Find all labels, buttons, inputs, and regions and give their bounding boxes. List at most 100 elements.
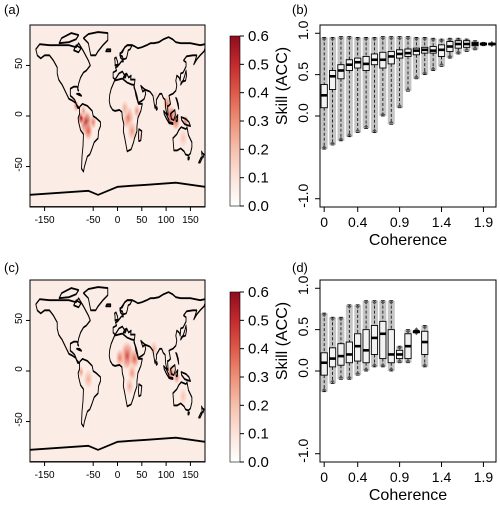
outlier-marker [321, 387, 327, 391]
skill-hotspot [170, 110, 182, 132]
x-axis-label: Coherence [369, 232, 447, 249]
x-tick-label: -50 [86, 470, 101, 481]
outlier-marker [413, 327, 419, 331]
colorbar-tick-label: 0.2 [248, 141, 269, 158]
outlier-marker [355, 371, 361, 375]
outlier-marker [371, 128, 377, 132]
boxplot-b [320, 36, 496, 150]
x-tick-label: -150 [35, 470, 55, 481]
outlier-marker [363, 38, 369, 42]
y-tick-label: 1.0 [295, 20, 311, 40]
skill-hotspot [132, 102, 142, 120]
outlier-marker [422, 38, 428, 42]
outlier-marker [330, 140, 336, 144]
panel-label-d: (d) [292, 260, 308, 275]
x-axis-label: Coherence [369, 487, 447, 504]
outlier-marker [338, 136, 344, 140]
colorbar-tick-label: 0.4 [248, 85, 269, 102]
outlier-marker [430, 66, 436, 70]
x-tick-label: 0 [115, 215, 121, 226]
outlier-marker [380, 112, 386, 115]
outlier-marker [330, 379, 336, 383]
skill-hotspot [79, 103, 87, 119]
box [387, 329, 395, 364]
outlier-marker [371, 38, 377, 42]
outlier-marker [380, 301, 386, 305]
y-tick-label: 1.0 [295, 275, 311, 295]
skill-hotspot [126, 119, 138, 144]
skill-hotspot [120, 98, 130, 118]
outlier-marker [346, 132, 352, 136]
outlier-marker [355, 128, 361, 132]
box [328, 70, 337, 90]
y-tick-label: 0 [14, 111, 25, 117]
colorbar-tick-label: 0.3 [248, 369, 269, 386]
outlier-marker [447, 54, 453, 58]
box [370, 325, 379, 355]
y-tick-label: 0.5 [295, 62, 311, 82]
whisker-band [412, 37, 420, 79]
outlier-marker [338, 318, 344, 322]
whisker-band [337, 36, 345, 141]
y-tick-label: 0.0 [295, 103, 311, 123]
y-tick-label: 0.0 [295, 358, 311, 378]
outlier-marker [388, 367, 394, 370]
skill-hotspot [114, 346, 126, 369]
outlier-marker [397, 37, 403, 41]
outlier-marker [363, 124, 369, 128]
x-tick-label: 150 [182, 215, 199, 226]
outlier-marker [439, 40, 445, 44]
outlier-marker [338, 375, 344, 379]
x-tick-label: 0.9 [390, 469, 410, 485]
y-tick-label: -50 [14, 412, 25, 427]
y-axis-label: Skill (ACC) [274, 302, 291, 380]
colorbar-tick-label: 0.0 [248, 198, 269, 215]
y-tick-label: 0.5 [295, 317, 311, 337]
y-tick-label: 0 [14, 366, 25, 372]
colorbar-tick-label: 0.5 [248, 56, 269, 73]
skill-hotspot [149, 339, 159, 359]
colorbar-tick-label: 0.0 [248, 454, 269, 471]
outlier-marker [447, 39, 453, 43]
skill-hotspot [82, 366, 95, 392]
outlier-marker [405, 37, 411, 41]
x-tick-label: 0 [115, 470, 121, 481]
outlier-marker [472, 45, 478, 49]
x-tick-label: -50 [86, 215, 101, 226]
x-tick-label: 1.9 [474, 469, 494, 485]
outlier-marker [455, 49, 461, 53]
outlier-marker [321, 38, 327, 42]
outlier-marker [346, 37, 352, 41]
outlier-marker [430, 39, 436, 43]
outlier-marker [464, 47, 470, 51]
colorbar-a [229, 35, 241, 207]
outlier-marker [363, 367, 369, 370]
outlier-marker [397, 103, 403, 107]
x-tick-label: -150 [35, 215, 55, 226]
x-tick-label: 100 [158, 470, 175, 481]
map-c [30, 280, 205, 462]
outlier-marker [405, 87, 411, 91]
colorbar-tick-label: 0.4 [248, 341, 269, 358]
skill-hotspot [177, 385, 189, 408]
y-tick-label: -1.0 [295, 183, 311, 207]
x-tick-label: 0.9 [390, 214, 410, 230]
colorbar-tick-label: 0.5 [248, 312, 269, 329]
panel-label-c: (c) [4, 260, 19, 275]
outlier-marker [405, 358, 411, 362]
outlier-marker [388, 120, 394, 124]
outlier-marker [330, 38, 336, 42]
y-tick-label: 50 [14, 57, 25, 69]
box [379, 320, 387, 360]
outlier-marker [422, 326, 428, 330]
outlier-marker [413, 74, 419, 78]
map-a [30, 25, 205, 207]
x-tick-label: 150 [182, 470, 199, 481]
y-tick-label: -1.0 [295, 438, 311, 462]
colorbar-tick-label: 0.6 [248, 284, 269, 301]
box [362, 329, 370, 364]
outlier-marker [397, 358, 403, 362]
x-tick-label: 0.4 [348, 214, 368, 230]
outlier-marker [355, 38, 361, 42]
outlier-marker [405, 330, 411, 334]
